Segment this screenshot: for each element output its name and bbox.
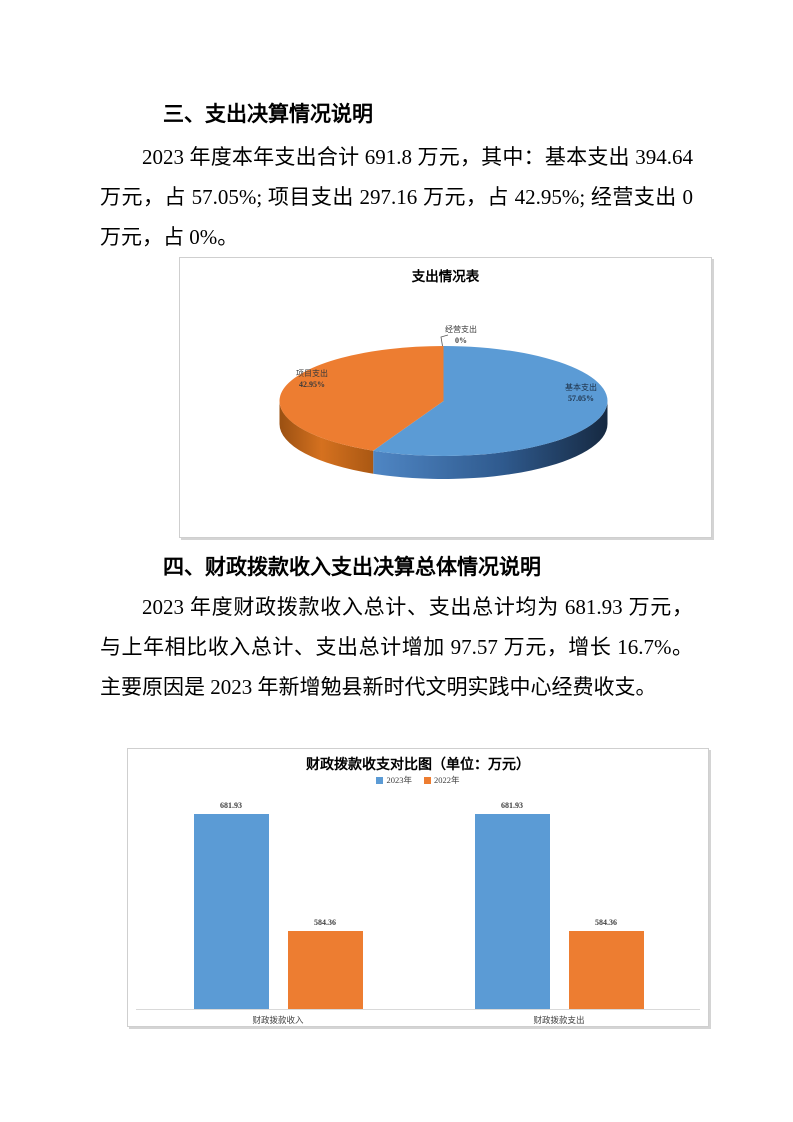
bar-value-label: 584.36: [314, 918, 336, 928]
pie-slice-side: [373, 401, 608, 479]
pie-slice-top: [373, 346, 608, 456]
legend-item: 2022年: [424, 774, 460, 786]
section4-heading: 四、财政拨款收入支出决算总体情况说明: [163, 556, 541, 579]
bar: [474, 814, 550, 1009]
bar-value-label: 584.36: [595, 918, 617, 928]
legend-label: 2023年: [386, 775, 412, 785]
pie-slice-label: 项目支出 42.95%: [296, 369, 328, 389]
category-label: 财政拨款收入: [252, 1015, 304, 1025]
pie-slice-side: [279, 401, 374, 474]
legend-label: 2022年: [434, 775, 460, 785]
bar-value-label: 681.93: [220, 801, 242, 810]
section3-paragraph: 2023 年度本年支出合计 691.8 万元，其中：基本支出 394.64 万元…: [100, 145, 693, 249]
category-label: 财政拨款支出: [533, 1015, 585, 1025]
bar: [193, 814, 269, 1009]
pie-canvas: [279, 334, 608, 479]
legend-swatch-icon: [424, 776, 431, 784]
legend-item: 2023年: [376, 774, 412, 786]
section4-paragraph: 2023 年度财政拨款收入总计、支出总计均为 681.93 万元，与上年相比收入…: [100, 595, 693, 699]
pie-slice-top: [279, 346, 444, 451]
bar-chart-title: 财政拨款收支对比图（单位：万元）: [306, 758, 530, 773]
pie-slice-label: 基本支出 57.05%: [565, 383, 597, 403]
x-axis-line: [136, 1009, 700, 1010]
bar-value-label: 681.93: [501, 801, 523, 810]
bar: [568, 931, 644, 1009]
bar-chart-legend: 2023年 2022年: [128, 775, 708, 785]
pie-chart-title: 支出情况表: [411, 269, 480, 284]
pie-slice-label: 经营支出 0%: [445, 325, 477, 345]
bar: [287, 931, 363, 1009]
pie-callout-leader: [440, 334, 449, 347]
legend-swatch-icon: [376, 776, 384, 784]
fiscal-comparison-bar-chart: 财政拨款收支对比图（单位：万元） 2023年 2022年 681.93 584.36…: [127, 748, 709, 1027]
expenditure-pie-chart: 支出情况表 基本支出 57.05% 项目支出 42.95% 经营支出 0%: [179, 257, 712, 538]
section3-heading: 三、支出决算情况说明: [163, 103, 373, 126]
